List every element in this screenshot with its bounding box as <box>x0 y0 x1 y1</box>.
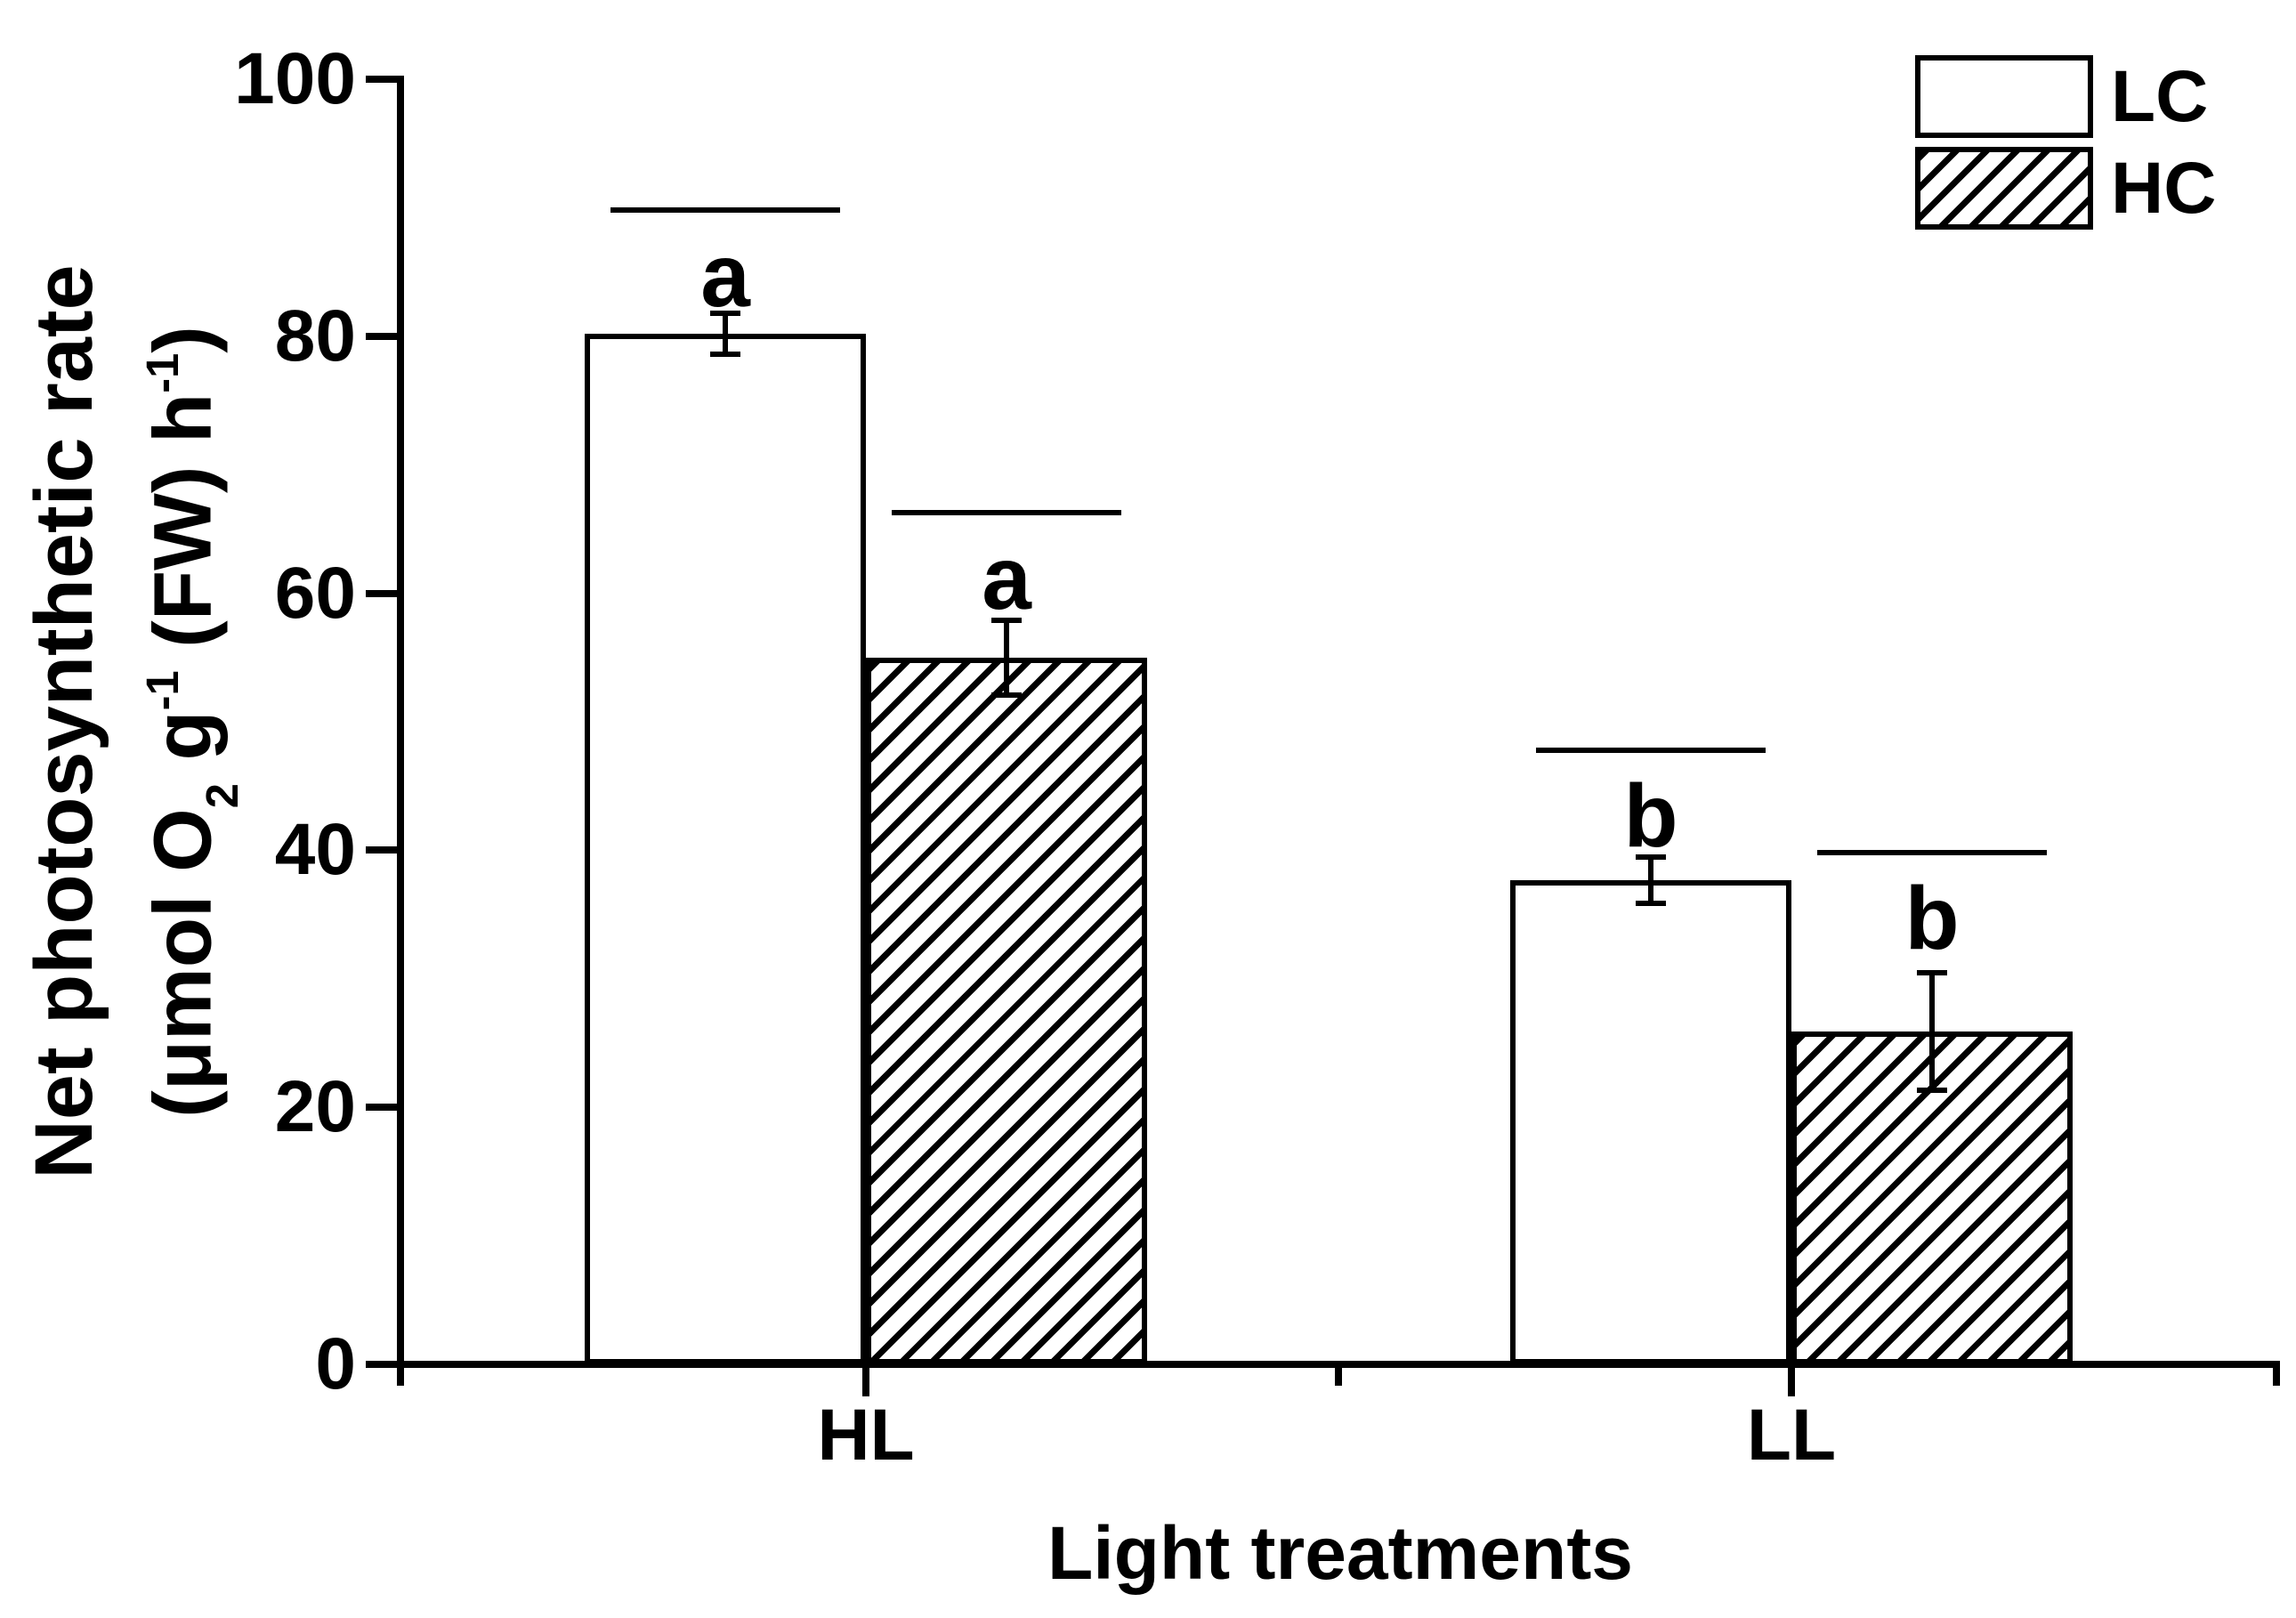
bar-HL-HC <box>866 657 1147 1364</box>
x-tick-HL <box>862 1368 869 1396</box>
error-bar-cap-top-HL-HC <box>991 617 1022 623</box>
sig-letter-LL-HC: b <box>1904 869 1960 969</box>
y-tick-100 <box>366 76 397 83</box>
superscript-minus1: -1 <box>136 670 188 711</box>
y-axis-title-line1: Net photosynthetic rate <box>19 264 109 1179</box>
sig-line-LL-LC <box>1536 747 1766 753</box>
y-tick-label-0: 0 <box>315 1323 356 1404</box>
legend-label-lc: LC <box>2111 56 2209 137</box>
sig-line-HL-HC <box>892 509 1121 515</box>
y-tick-20 <box>366 1104 397 1112</box>
x-minor-tick-2 <box>2273 1368 2280 1386</box>
y-tick-label-100: 100 <box>234 38 356 119</box>
error-bar-stem-LL-HC <box>1929 972 1935 1091</box>
error-bar-cap-bottom-HL-LC <box>710 352 740 358</box>
y-tick-label-20: 20 <box>274 1066 356 1148</box>
sig-letter-HL-LC: a <box>700 226 750 327</box>
error-bar-cap-top-LL-LC <box>1636 853 1666 860</box>
sig-letter-HL-HC: a <box>982 528 1031 628</box>
error-bar-stem-HL-LC <box>723 312 728 354</box>
legend-swatch-lc <box>1915 55 2093 138</box>
y-tick-0 <box>366 1361 397 1368</box>
bar-LL-LC <box>1510 879 1791 1364</box>
superscript-minus1: -1 <box>136 352 188 393</box>
y-axis-title-line2: (μmol O2 g-1 (FW) h-1) <box>136 326 248 1118</box>
error-bar-stem-HL-HC <box>1004 619 1009 695</box>
y-tick-60 <box>366 589 397 597</box>
error-bar-stem-LL-LC <box>1648 856 1653 903</box>
y-tick-80 <box>366 332 397 340</box>
y-tick-label-40: 40 <box>274 809 356 891</box>
sig-letter-LL-LC: b <box>1623 765 1678 866</box>
x-axis-line <box>397 1361 2280 1368</box>
sig-line-HL-LC <box>610 207 840 214</box>
x-tick-label-HL: HL <box>817 1395 915 1476</box>
y-axis-line <box>397 76 404 1368</box>
error-bar-cap-top-LL-HC <box>1917 969 1947 975</box>
legend-label-hc: HC <box>2111 148 2217 229</box>
error-bar-cap-bottom-LL-HC <box>1917 1088 1947 1094</box>
legend-swatch-hc <box>1915 147 2093 230</box>
y-tick-label-80: 80 <box>274 295 356 376</box>
x-minor-tick-0 <box>397 1368 404 1386</box>
subscript-2: 2 <box>197 783 248 809</box>
x-minor-tick-1 <box>1335 1368 1342 1386</box>
x-axis-title: Light treatments <box>1047 1511 1634 1595</box>
error-bar-cap-bottom-LL-LC <box>1636 900 1666 906</box>
error-bar-cap-top-HL-LC <box>710 310 740 316</box>
x-tick-LL <box>1788 1368 1795 1396</box>
error-bar-cap-bottom-HL-HC <box>991 692 1022 698</box>
bar-HL-LC <box>585 333 866 1364</box>
bar-LL-HC <box>1791 1031 2073 1364</box>
x-tick-label-LL: LL <box>1746 1395 1837 1476</box>
y-tick-label-60: 60 <box>274 552 356 634</box>
sig-line-LL-HC <box>1817 850 2047 856</box>
y-axis-title: Net photosynthetic rate (μmol O2 g-1 (FW… <box>13 10 247 1434</box>
y-tick-40 <box>366 846 397 854</box>
